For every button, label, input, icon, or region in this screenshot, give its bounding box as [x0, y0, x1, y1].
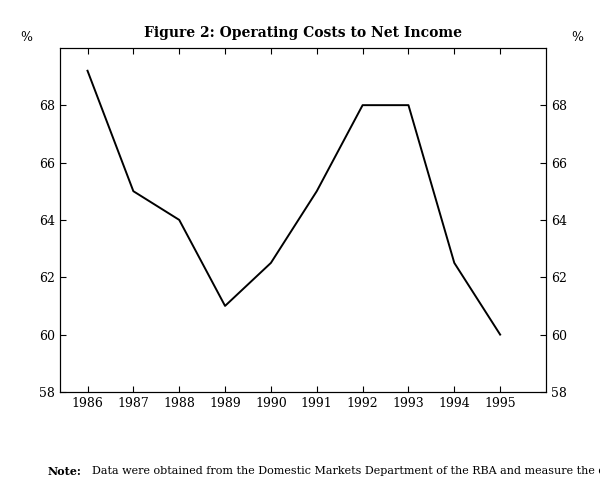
Text: %: %: [20, 32, 32, 44]
Title: Figure 2: Operating Costs to Net Income: Figure 2: Operating Costs to Net Income: [144, 26, 462, 40]
Text: Note:: Note:: [48, 466, 82, 477]
Text: %: %: [572, 32, 584, 44]
Text: Data were obtained from the Domestic Markets Department of the RBA and measure t: Data were obtained from the Domestic Mar…: [85, 466, 600, 478]
